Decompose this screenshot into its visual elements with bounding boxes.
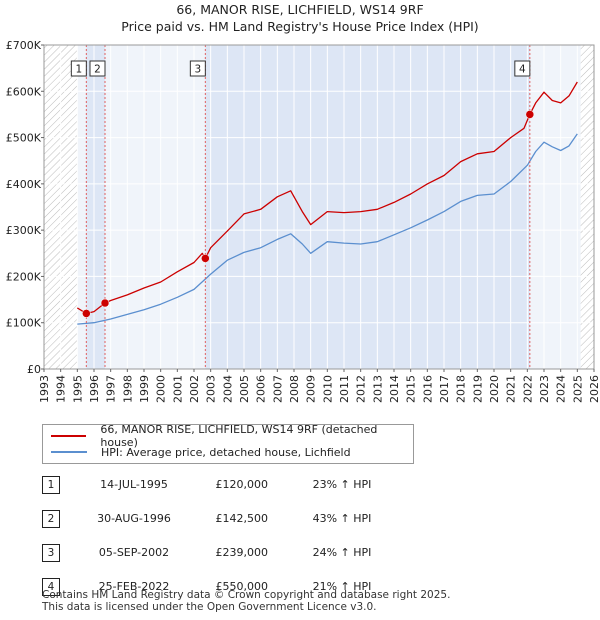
x-tick-label: 2023 [538, 375, 551, 403]
x-tick-label: 1998 [121, 375, 134, 403]
sale-label-number: 1 [75, 64, 82, 76]
sale-label-number: 4 [519, 64, 526, 76]
sale-price: £239,000 [198, 546, 268, 559]
x-tick-label: 1997 [105, 375, 118, 403]
x-tick-label: 2011 [338, 375, 351, 403]
x-tick-label: 2004 [221, 375, 234, 403]
y-tick-label: £600K [6, 85, 42, 98]
sale-price: £142,500 [198, 512, 268, 525]
x-tick-label: 1993 [38, 375, 51, 403]
sale-point [526, 110, 534, 118]
x-tick-label: 2006 [255, 375, 268, 403]
legend-item-property: 66, MANOR RISE, LICHFIELD, WS14 9RF (det… [51, 428, 413, 444]
legend-label-hpi: HPI: Average price, detached house, Lich… [101, 446, 351, 459]
x-tick-label: 2015 [405, 375, 418, 403]
sale-label-number: 2 [94, 64, 101, 76]
sale-point [82, 309, 90, 317]
x-tick-label: 2024 [555, 375, 568, 403]
x-tick-label: 2026 [588, 375, 600, 403]
x-tick-label: 2001 [171, 375, 184, 403]
sale-label-number: 3 [194, 64, 201, 76]
sale-hpi-change: 24% ↑ HPI [292, 546, 392, 559]
y-tick-label: £700K [6, 39, 42, 52]
x-tick-label: 2009 [305, 375, 318, 403]
y-tick-label: £400K [6, 178, 42, 191]
y-tick-label: £100K [6, 317, 42, 330]
legend-swatch-hpi [51, 451, 87, 453]
x-tick-label: 2002 [188, 375, 201, 403]
x-tick-label: 1994 [55, 375, 68, 403]
x-tick-label: 2025 [571, 375, 584, 403]
y-tick-label: £0 [27, 363, 41, 376]
footer-licence: This data is licensed under the Open Gov… [42, 601, 450, 613]
x-tick-label: 2000 [155, 375, 168, 403]
x-tick-label: 1995 [71, 375, 84, 403]
sale-row: 3 05-SEP-2002 £239,000 24% ↑ HPI [42, 541, 462, 575]
x-tick-label: 2013 [371, 375, 384, 403]
sale-point [201, 254, 209, 262]
sale-marker-number: 2 [42, 510, 60, 528]
footer-copyright: Contains HM Land Registry data © Crown c… [42, 589, 450, 601]
no-data-hatch [581, 45, 594, 369]
legend-swatch-property [51, 435, 86, 437]
x-tick-label: 2003 [205, 375, 218, 403]
x-tick-label: 1999 [138, 375, 151, 403]
chart-title: 66, MANOR RISE, LICHFIELD, WS14 9RF [176, 2, 423, 17]
sale-date: 05-SEP-2002 [84, 546, 184, 559]
x-tick-label: 2020 [488, 375, 501, 403]
x-tick-label: 2017 [438, 375, 451, 403]
sale-date: 30-AUG-1996 [84, 512, 184, 525]
x-tick-label: 2010 [321, 375, 334, 403]
y-tick-label: £300K [6, 224, 42, 237]
x-tick-label: 2012 [355, 375, 368, 403]
sale-price: £120,000 [198, 478, 268, 491]
sale-hpi-change: 43% ↑ HPI [292, 512, 392, 525]
footer: Contains HM Land Registry data © Crown c… [42, 589, 450, 613]
y-tick-label: £500K [6, 132, 42, 145]
sale-marker-number: 1 [42, 476, 60, 494]
x-tick-label: 2016 [421, 375, 434, 403]
x-tick-label: 2021 [505, 375, 518, 403]
x-tick-label: 1996 [88, 375, 101, 403]
price-chart: 66, MANOR RISE, LICHFIELD, WS14 9RF Pric… [0, 0, 600, 420]
x-tick-label: 2008 [288, 375, 301, 403]
x-tick-label: 2022 [521, 375, 534, 403]
sale-hpi-change: 23% ↑ HPI [292, 478, 392, 491]
sale-row: 2 30-AUG-1996 £142,500 43% ↑ HPI [42, 507, 462, 541]
sale-point [101, 299, 109, 307]
x-tick-label: 2005 [238, 375, 251, 403]
sale-marker-number: 3 [42, 544, 60, 562]
chart-subtitle: Price paid vs. HM Land Registry's House … [121, 19, 478, 34]
ownership-period-shade [205, 45, 530, 369]
y-tick-label: £200K [6, 270, 42, 283]
x-tick-label: 2014 [388, 375, 401, 403]
x-tick-label: 2019 [471, 375, 484, 403]
sale-row: 1 14-JUL-1995 £120,000 23% ↑ HPI [42, 473, 462, 507]
sale-date: 14-JUL-1995 [84, 478, 184, 491]
x-tick-label: 2007 [271, 375, 284, 403]
legend: 66, MANOR RISE, LICHFIELD, WS14 9RF (det… [42, 424, 414, 464]
legend-item-hpi: HPI: Average price, detached house, Lich… [51, 444, 351, 460]
x-tick-label: 2018 [455, 375, 468, 403]
